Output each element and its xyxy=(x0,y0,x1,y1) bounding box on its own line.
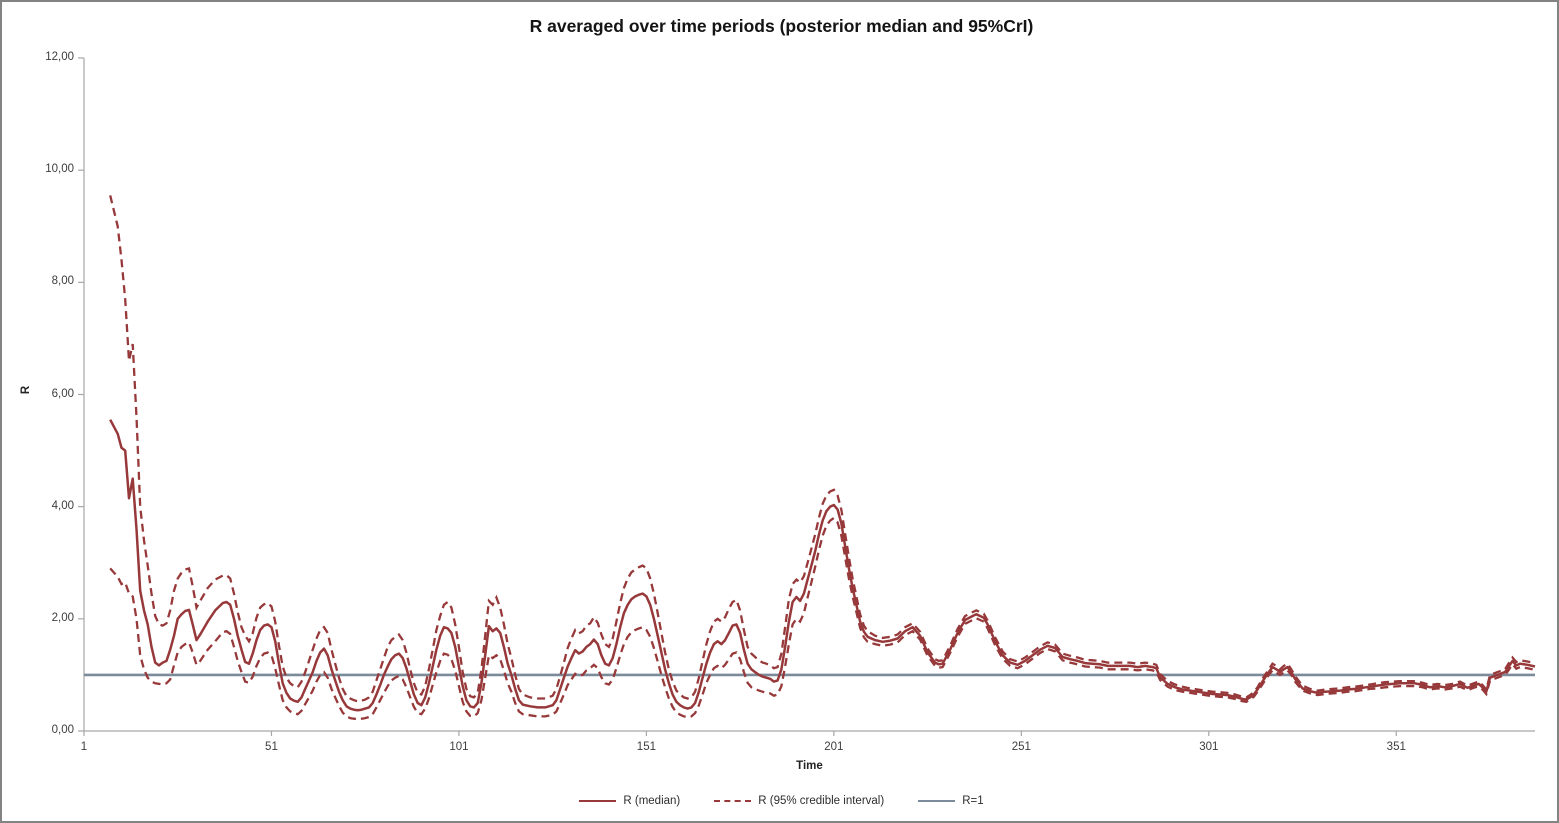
x-tick-label: 151 xyxy=(636,741,656,753)
y-tick-label: 0,00 xyxy=(51,724,74,736)
median-line xyxy=(109,419,1536,712)
legend: R (median) R (95% credible interval) R=1 xyxy=(2,795,1557,807)
y-tick-label: 4,00 xyxy=(51,499,74,512)
legend-label-interval: R (95% credible interval) xyxy=(758,795,885,807)
reference-line-swatch xyxy=(918,800,956,802)
y-tick-label: 6,00 xyxy=(51,387,74,400)
x-tick-label: 301 xyxy=(1199,741,1219,753)
legend-item-median: R (median) xyxy=(579,795,680,807)
y-tick-label: 10,00 xyxy=(45,163,74,176)
y-axis-title: R xyxy=(20,385,33,395)
y-tick-label: 2,00 xyxy=(51,611,74,624)
lower-credible-interval-line xyxy=(109,516,1536,721)
x-tick-label: 1 xyxy=(80,741,88,753)
upper-credible-interval-line xyxy=(109,195,1536,703)
y-tick-label: 12,00 xyxy=(45,51,74,63)
legend-item-reference: R=1 xyxy=(918,795,984,807)
x-tick-label: 351 xyxy=(1386,741,1406,753)
x-tick-label: 101 xyxy=(449,741,469,753)
credible-interval-line-swatch xyxy=(714,800,752,802)
x-tick-label: 201 xyxy=(824,741,844,753)
x-tick-label: 51 xyxy=(265,741,278,753)
y-tick-label: 8,00 xyxy=(51,275,74,288)
legend-label-reference: R=1 xyxy=(962,795,984,807)
chart-title: R averaged over time periods (posterior … xyxy=(529,16,1034,36)
legend-item-interval: R (95% credible interval) xyxy=(714,795,884,807)
x-axis-title: Time xyxy=(796,760,823,772)
median-line-swatch xyxy=(579,800,617,802)
x-tick-label: 251 xyxy=(1011,741,1031,753)
legend-label-median: R (median) xyxy=(623,795,681,807)
